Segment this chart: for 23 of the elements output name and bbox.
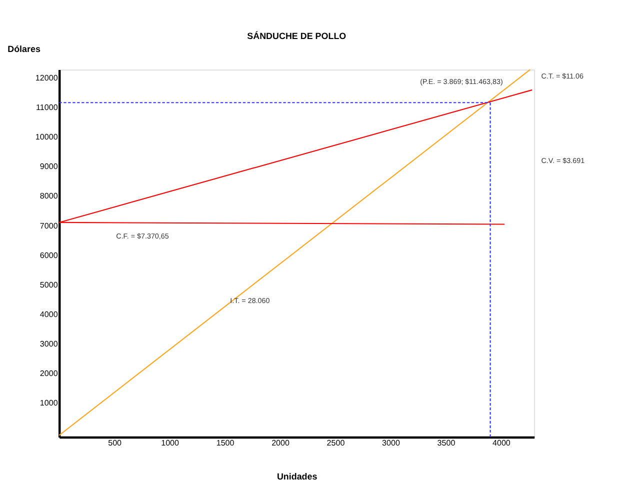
y-axis-title: Dólares [8, 44, 40, 54]
x-tick-label: 500 [108, 438, 122, 448]
y-tick-label: 5000 [40, 280, 58, 290]
x-tick-label: 1000 [161, 438, 180, 448]
y-tick-label: 3000 [40, 339, 58, 348]
y-tick-label: 1000 [40, 398, 58, 408]
x-tick-label: 3500 [437, 438, 456, 448]
y-tick-label: 12000 [35, 74, 58, 83]
x-axis-title: Unidades [276, 472, 318, 482]
x-tick-label: 1500 [216, 438, 235, 448]
x-tick-label: 3000 [382, 438, 400, 448]
chart-title: SÁNDUCHE DE POLLO [247, 31, 346, 42]
y-tick-label: 9000 [40, 162, 58, 172]
y-tick-label: 11000 [36, 103, 58, 112]
y-tick-label: 4000 [40, 310, 58, 319]
y-tick-label: 10000 [35, 132, 58, 142]
x-tick-label: 4000 [492, 438, 511, 448]
y-tick-label: 8000 [40, 192, 58, 201]
y-tick-label: 2000 [40, 368, 58, 378]
x-tick-label: 2000 [272, 438, 290, 448]
x-tick-label: 2500 [326, 438, 346, 448]
y-tick-label: 6000 [40, 250, 58, 260]
y-tick-label: 7000 [40, 221, 58, 230]
